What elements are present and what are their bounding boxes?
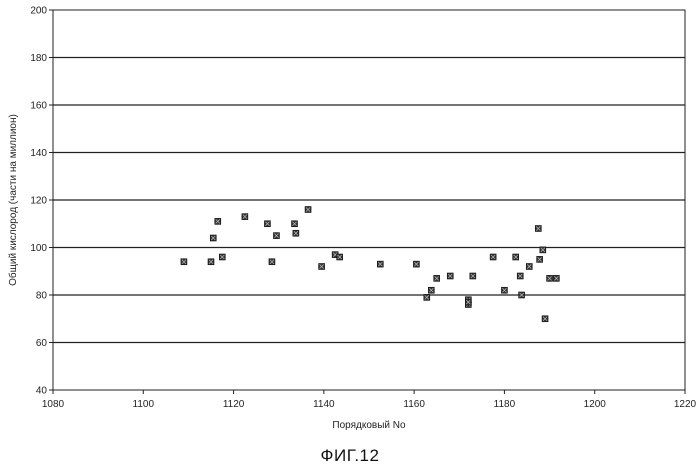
figure-caption: ФИГ.12: [0, 446, 700, 466]
data-points: [181, 207, 559, 322]
data-point: [434, 275, 440, 281]
data-point: [292, 221, 298, 227]
gridlines: [53, 58, 685, 343]
data-point: [219, 254, 225, 260]
data-point: [377, 261, 383, 267]
data-point: [547, 275, 553, 281]
data-point: [542, 316, 548, 322]
data-point: [264, 221, 270, 227]
data-point: [293, 230, 299, 236]
y-tick-label: 180: [30, 53, 47, 64]
x-axis-title: Порядковый No: [332, 420, 406, 431]
data-point: [501, 287, 507, 293]
x-tick-label: 1100: [133, 399, 155, 410]
scatter-chart: 40 60 80 100 120 140 160 180 200 1080 1100 1120 114…: [0, 0, 700, 445]
y-tick-label: 80: [36, 291, 48, 302]
y-tick-label: 100: [30, 243, 47, 254]
data-point: [210, 235, 216, 241]
data-point: [208, 259, 214, 265]
data-point: [319, 264, 325, 270]
data-point: [465, 299, 471, 305]
y-tick-label: 200: [30, 6, 47, 17]
y-axis-ticks: 40 60 80 100 120 140 160 180 200: [30, 6, 53, 397]
data-point: [519, 292, 525, 298]
data-point: [413, 261, 419, 267]
data-point: [470, 273, 476, 279]
x-tick-label: 1180: [494, 399, 516, 410]
data-point: [269, 259, 275, 265]
x-tick-label: 1140: [313, 399, 335, 410]
data-point: [540, 247, 546, 253]
x-tick-label: 1080: [42, 399, 65, 410]
data-point: [242, 214, 248, 220]
x-tick-label: 1220: [674, 399, 697, 410]
x-axis-ticks: 1080 1100 1120 1140 1160 1180 1200 1220: [42, 390, 697, 410]
data-point: [535, 226, 541, 232]
data-point: [273, 233, 279, 239]
data-point: [513, 254, 519, 260]
data-point: [537, 256, 543, 262]
data-point: [181, 259, 187, 265]
data-point: [215, 218, 221, 224]
data-point: [526, 264, 532, 270]
x-tick-label: 1160: [403, 399, 425, 410]
y-tick-label: 120: [30, 196, 47, 207]
x-tick-label: 1200: [584, 399, 607, 410]
data-point: [490, 254, 496, 260]
y-tick-label: 160: [30, 101, 47, 112]
data-point: [447, 273, 453, 279]
data-point: [517, 273, 523, 279]
data-point: [553, 275, 559, 281]
data-point: [305, 207, 311, 213]
y-tick-label: 60: [36, 338, 48, 349]
y-tick-label: 140: [30, 148, 47, 159]
x-tick-label: 1120: [223, 399, 245, 410]
data-point: [428, 287, 434, 293]
data-point: [337, 254, 343, 260]
y-axis-title: Общий кислород (части на миллион): [7, 114, 19, 286]
data-point: [424, 294, 430, 300]
y-tick-label: 40: [36, 386, 48, 397]
